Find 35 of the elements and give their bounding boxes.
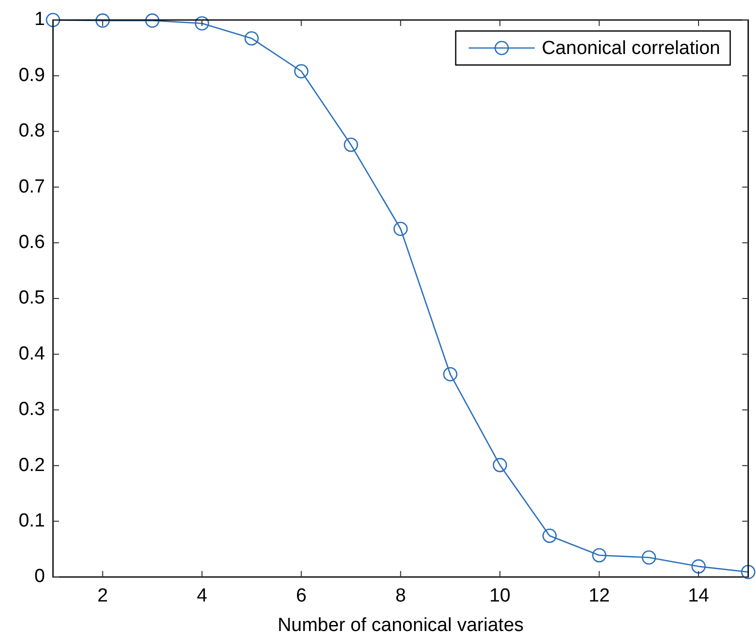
y-tick-label: 0 bbox=[34, 566, 45, 588]
point bbox=[542, 528, 557, 543]
x-tick-label: 4 bbox=[196, 586, 208, 607]
y-tick-label: 0.3 bbox=[18, 399, 45, 420]
x-axis-title: Number of canonical variates bbox=[278, 614, 524, 636]
y-tick-label: 0.7 bbox=[18, 176, 45, 198]
point bbox=[294, 64, 308, 78]
legend-label: Canonical correlation bbox=[542, 38, 720, 60]
point bbox=[194, 16, 210, 30]
x-tick-label: 12 bbox=[588, 586, 610, 607]
x-tick-label: 8 bbox=[395, 586, 406, 607]
y-tick-label: 0.2 bbox=[18, 454, 45, 476]
y-tick-label: 0.9 bbox=[18, 64, 45, 86]
x-tick-label: 2 bbox=[97, 586, 108, 607]
point bbox=[244, 31, 259, 46]
point bbox=[691, 559, 706, 574]
point bbox=[492, 458, 508, 472]
point bbox=[393, 222, 408, 236]
point bbox=[443, 367, 458, 382]
x-tick-label: 10 bbox=[489, 586, 510, 607]
point bbox=[96, 13, 110, 28]
x-tick-label: 6 bbox=[296, 586, 307, 607]
y-tick-label: 1 bbox=[34, 9, 45, 30]
y-tick-label: 0.8 bbox=[18, 120, 45, 142]
y-tick-label: 0.5 bbox=[18, 288, 45, 309]
point bbox=[344, 138, 358, 152]
point bbox=[46, 12, 60, 28]
point bbox=[642, 550, 656, 565]
point bbox=[145, 13, 160, 28]
point bbox=[592, 548, 606, 562]
x-tick-label: 14 bbox=[688, 586, 710, 607]
point bbox=[741, 564, 756, 580]
y-tick-label: 0.4 bbox=[18, 343, 46, 364]
y-tick-label: 0.1 bbox=[18, 510, 45, 532]
y-tick-label: 0.6 bbox=[18, 232, 45, 254]
